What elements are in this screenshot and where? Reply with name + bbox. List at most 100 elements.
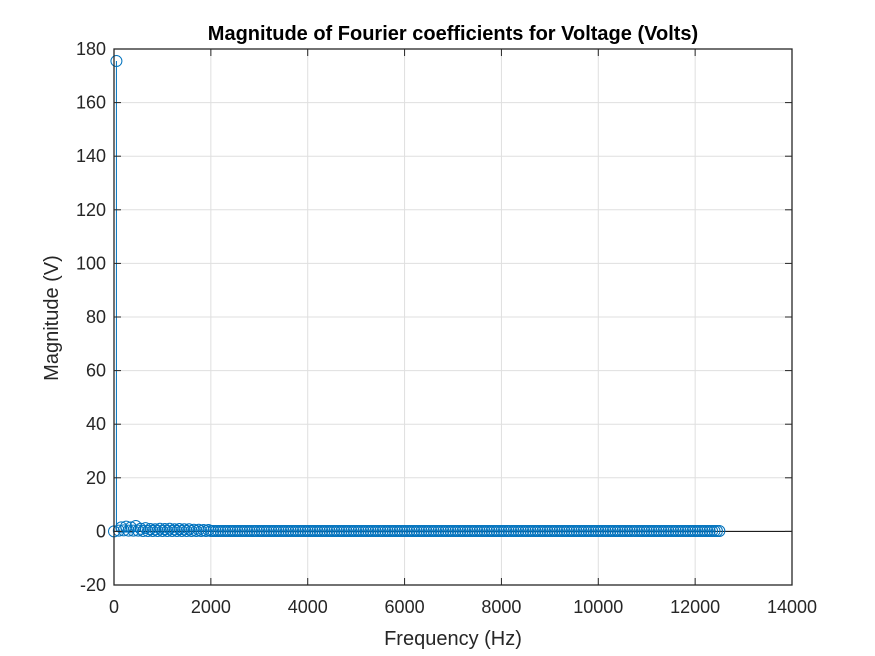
ticks: [113, 48, 793, 586]
stem-marker: [110, 55, 123, 68]
stem-marker: [214, 524, 227, 537]
stem-marker: [686, 524, 699, 537]
y-tick-label: 20: [86, 468, 106, 488]
stem-marker: [575, 524, 588, 537]
stem-marker: [287, 524, 300, 537]
grid: [114, 49, 792, 585]
y-tick-label: 100: [76, 253, 106, 273]
stem-marker: [488, 524, 501, 537]
stem-marker: [398, 524, 411, 537]
stem-marker: [493, 524, 506, 537]
y-tick-label: 140: [76, 146, 106, 166]
stem-marker: [679, 524, 692, 537]
stem-marker: [592, 524, 605, 537]
stem-marker: [352, 524, 365, 537]
stem-marker: [396, 524, 409, 537]
stem-marker: [178, 523, 191, 536]
stem-marker: [442, 524, 455, 537]
stem-marker: [236, 524, 249, 537]
stem-marker: [582, 524, 595, 537]
stem-marker: [318, 524, 331, 537]
stem-marker: [459, 524, 472, 537]
y-tick-label: 80: [86, 307, 106, 327]
stem-marker: [507, 524, 520, 537]
stem-marker: [633, 524, 646, 537]
stem-marker: [473, 524, 486, 537]
x-axis-label: Frequency (Hz): [384, 628, 522, 650]
stem-marker: [628, 524, 641, 537]
stem-marker: [485, 524, 498, 537]
stem-marker: [386, 524, 399, 537]
stem-marker: [173, 522, 186, 535]
stem-marker: [284, 524, 297, 537]
stem-marker: [701, 524, 714, 537]
stem-marker: [384, 524, 397, 537]
x-tick-label: 0: [109, 597, 119, 617]
stem-marker: [238, 524, 251, 537]
stem-marker: [362, 524, 375, 537]
stem-marker: [601, 524, 614, 537]
stem-marker: [483, 524, 496, 537]
stem-marker: [340, 524, 353, 537]
stem-marker: [246, 524, 259, 537]
stem-marker: [350, 524, 363, 537]
stem-marker: [609, 524, 622, 537]
stem-marker: [604, 524, 617, 537]
stem-marker: [301, 524, 314, 537]
stem-marker: [681, 524, 694, 537]
stem-marker: [248, 524, 261, 537]
y-tick-label: 0: [96, 521, 106, 541]
stem-marker: [587, 524, 600, 537]
stem-marker: [568, 524, 581, 537]
stem-marker: [270, 524, 283, 537]
stem-marker: [667, 524, 680, 537]
y-tick-label: 160: [76, 93, 106, 113]
stem-marker: [698, 524, 711, 537]
stem-marker: [345, 524, 358, 537]
stem-marker: [439, 524, 452, 537]
stem-marker: [115, 521, 128, 534]
stem-marker: [163, 522, 176, 535]
stem-marker: [631, 524, 644, 537]
stem-marker: [480, 524, 493, 537]
stem-marker: [531, 524, 544, 537]
stem-marker: [117, 524, 130, 537]
x-tick-label: 4000: [288, 597, 328, 617]
stem-marker: [393, 524, 406, 537]
stem-marker: [444, 524, 457, 537]
x-tick-label: 2000: [191, 597, 231, 617]
stem-marker: [526, 524, 539, 537]
stem-marker: [313, 524, 326, 537]
stem-marker: [539, 524, 552, 537]
stem-marker: [478, 524, 491, 537]
chart-title: Magnitude of Fourier coefficients for Vo…: [208, 23, 698, 45]
stem-marker: [662, 524, 675, 537]
stem-marker: [190, 524, 203, 537]
stem-marker: [548, 524, 561, 537]
stem-marker: [447, 524, 459, 537]
stem-marker: [664, 524, 677, 537]
stem-marker: [267, 524, 280, 537]
stem-marker: [650, 524, 663, 537]
x-tick-label: 14000: [767, 597, 817, 617]
stem-marker: [621, 524, 634, 537]
stem-marker: [577, 524, 590, 537]
stem-marker: [207, 524, 220, 537]
stem-marker: [635, 524, 648, 537]
stem-marker: [655, 524, 668, 537]
stem-marker: [551, 524, 564, 537]
stem-marker: [132, 524, 145, 537]
stem-marker: [466, 524, 479, 537]
stem-marker: [509, 524, 522, 537]
stem-marker: [316, 524, 329, 537]
stem-marker: [168, 523, 181, 536]
stem-marker: [425, 524, 438, 537]
stem-marker: [536, 524, 549, 537]
stem-marker: [265, 524, 278, 537]
stem-marker: [500, 524, 513, 537]
stem-marker: [677, 524, 690, 537]
x-tick-label: 8000: [481, 597, 521, 617]
stem-marker: [260, 524, 273, 537]
stem-marker: [359, 524, 372, 537]
y-tick-label: 40: [86, 414, 106, 434]
